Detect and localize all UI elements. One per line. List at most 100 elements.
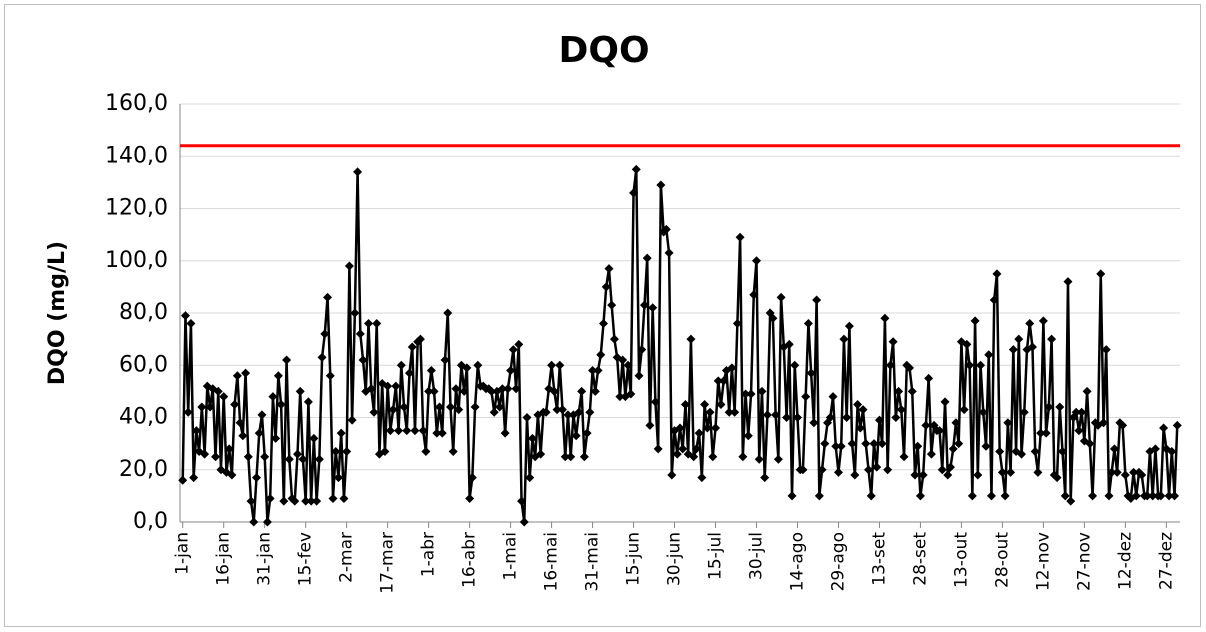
data-point [252, 473, 262, 483]
data-point [768, 313, 778, 323]
x-tick-label: 12-nov [1033, 532, 1053, 591]
data-point [926, 449, 936, 459]
data-point [776, 292, 786, 302]
data-point [410, 426, 420, 436]
data-point [495, 402, 505, 412]
data-point [443, 308, 453, 318]
x-tick-label: 14-ago [787, 532, 807, 591]
data-point [500, 428, 510, 438]
data-point [1038, 316, 1048, 326]
data-point [648, 303, 658, 313]
data-point [323, 292, 333, 302]
data-point [1164, 491, 1174, 501]
data-point [656, 180, 666, 190]
data-point [1074, 426, 1084, 436]
data-point [724, 407, 734, 417]
data-point [1006, 467, 1016, 477]
data-point [997, 467, 1007, 477]
data-point [631, 164, 641, 174]
data-point [1148, 491, 1158, 501]
data-point [896, 405, 906, 415]
data-point [986, 491, 996, 501]
data-point [1047, 334, 1057, 344]
data-point [907, 386, 917, 396]
data-point [858, 405, 868, 415]
data-point [577, 386, 587, 396]
data-point [541, 407, 551, 417]
data-point [383, 381, 393, 391]
data-point [276, 399, 286, 409]
y-tick-label: 120,0 [105, 196, 168, 221]
data-point [394, 426, 404, 436]
data-point [1027, 342, 1037, 352]
x-tick-label: 15-fev [296, 532, 316, 586]
data-point [1019, 407, 1029, 417]
data-point [369, 407, 379, 417]
data-point [1150, 444, 1160, 454]
data-point [213, 386, 223, 396]
data-point [200, 449, 210, 459]
data-point [342, 446, 352, 456]
data-point [650, 397, 660, 407]
data-point [243, 452, 253, 462]
data-point [560, 452, 570, 462]
data-point [1063, 277, 1073, 287]
data-point [429, 386, 439, 396]
data-point [331, 446, 341, 456]
data-point [607, 300, 617, 310]
data-point [1071, 407, 1081, 417]
data-point [976, 360, 986, 370]
data-point [771, 410, 781, 420]
data-point [1066, 496, 1076, 506]
data-point [1058, 446, 1068, 456]
data-point [191, 426, 201, 436]
data-point [522, 413, 532, 422]
x-tick-label: 12-dez [1115, 532, 1135, 590]
data-point [970, 316, 980, 326]
data-point [1156, 491, 1166, 501]
data-point [284, 454, 294, 464]
data-point [309, 433, 319, 443]
data-point [295, 386, 305, 396]
data-point [328, 493, 338, 503]
data-point [965, 360, 975, 370]
data-point [672, 449, 682, 459]
data-point [831, 441, 841, 451]
data-point [609, 334, 619, 344]
data-point [962, 339, 972, 349]
y-tick-label: 160,0 [105, 91, 168, 116]
data-point [364, 318, 374, 328]
data-point [847, 439, 857, 449]
data-point [995, 446, 1005, 456]
x-tick-label: 28-out [992, 532, 1012, 588]
data-point [604, 264, 614, 274]
data-point [825, 413, 835, 422]
data-point [1172, 420, 1182, 430]
x-tick-label: 13-set [869, 532, 889, 586]
data-point [678, 444, 688, 454]
data-point [749, 290, 759, 300]
data-point [855, 423, 865, 433]
data-point [866, 491, 876, 501]
data-point [385, 426, 395, 436]
data-point [596, 350, 606, 360]
data-point [754, 454, 764, 464]
data-point [219, 392, 229, 402]
data-point [894, 386, 904, 396]
data-point [579, 452, 589, 462]
data-point [877, 439, 887, 449]
data-point [508, 345, 518, 355]
chart-title: DQO [558, 30, 649, 71]
data-point [462, 363, 472, 373]
data-point [366, 384, 376, 394]
data-point [1159, 423, 1169, 433]
data-point [355, 329, 365, 339]
data-point [790, 360, 800, 370]
x-tick-label: 13-out [951, 532, 971, 588]
data-point [558, 405, 568, 415]
data-point [1129, 467, 1139, 477]
data-point [792, 413, 802, 422]
data-point [314, 454, 324, 464]
data-point [598, 318, 608, 328]
